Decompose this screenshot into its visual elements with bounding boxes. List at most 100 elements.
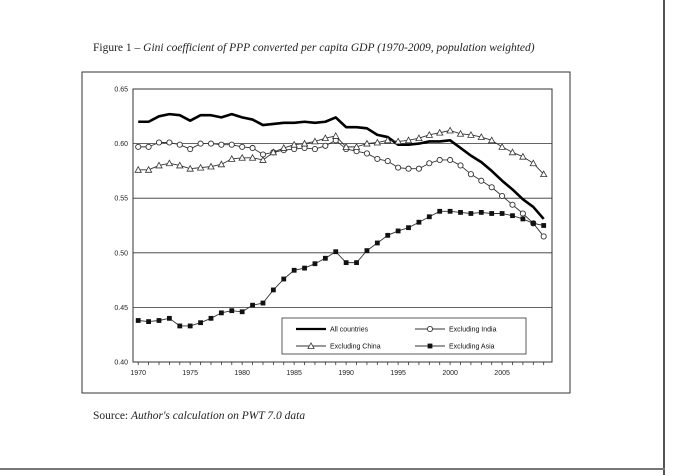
- data-point-excluding-china: [519, 152, 527, 160]
- data-point-excluding-china: [311, 137, 319, 145]
- series-line-excluding-asia: [138, 210, 544, 327]
- y-tick-label: 0.50: [114, 250, 128, 257]
- data-point-excluding-india: [467, 171, 474, 178]
- data-point-excluding-india: [499, 192, 506, 200]
- data-point-excluding-china: [415, 134, 423, 142]
- data-point-excluding-asia: [312, 261, 318, 267]
- data-point-excluding-china: [196, 163, 205, 171]
- data-point-excluding-asia: [177, 323, 183, 329]
- legend: All countries Excluding India Excluding Ch…: [281, 317, 527, 355]
- data-point-excluding-asia: [187, 323, 193, 329]
- data-point-excluding-china: [269, 148, 278, 156]
- data-point-excluding-asia: [499, 211, 505, 216]
- data-point-excluding-india: [239, 143, 246, 150]
- data-point-excluding-asia: [156, 318, 162, 323]
- data-point-excluding-asia: [208, 315, 214, 321]
- y-tick-label: 0.60: [114, 141, 128, 148]
- data-point-excluding-asia: [395, 228, 401, 234]
- data-point-excluding-china: [446, 126, 454, 134]
- x-tick-label: 1975: [182, 370, 198, 377]
- data-point-excluding-china: [217, 160, 226, 168]
- data-point-excluding-china: [456, 129, 465, 137]
- data-point-excluding-china: [425, 130, 434, 138]
- data-point-excluding-china: [508, 148, 517, 156]
- legend-box: [281, 317, 527, 355]
- data-point-excluding-india: [187, 146, 194, 153]
- data-point-excluding-asia: [489, 211, 495, 216]
- data-point-excluding-india: [197, 140, 204, 147]
- legend-label: Excluding India: [449, 327, 497, 334]
- data-point-excluding-china: [134, 165, 142, 173]
- caption-prefix: Figure 1 –: [93, 42, 144, 54]
- data-point-excluding-china: [144, 165, 153, 173]
- axis-labels: 0.40 0.45 0.50 0.55 0.60 0.65 1970 1975 1980 1985…: [114, 87, 545, 377]
- data-point-excluding-china: [227, 154, 236, 162]
- source-text: Author's calculation on PWT 7.0 data: [131, 410, 306, 422]
- data-point-excluding-india: [436, 156, 443, 164]
- data-point-excluding-asia: [135, 318, 141, 323]
- data-point-excluding-india: [311, 146, 318, 153]
- y-tick-label: 0.45: [114, 305, 128, 312]
- data-point-excluding-china: [404, 136, 413, 144]
- x-tick-label: 1995: [390, 370, 406, 377]
- x-tick-label: 2000: [442, 370, 458, 377]
- x-tick-label: 1985: [286, 370, 302, 377]
- data-point-excluding-china: [435, 128, 444, 136]
- data-point-excluding-asia: [218, 310, 224, 316]
- plot-area: [132, 88, 553, 363]
- data-point-excluding-asia: [468, 211, 474, 216]
- series-line-all-countries: [138, 112, 545, 220]
- data-point-excluding-china: [352, 142, 361, 150]
- data-point-excluding-asia: [510, 213, 515, 219]
- data-point-excluding-india: [457, 162, 464, 169]
- data-point-excluding-china: [186, 164, 194, 172]
- x-tick-label: 1990: [338, 370, 354, 377]
- data-point-excluding-asia: [291, 267, 297, 273]
- data-point-excluding-china: [165, 159, 174, 167]
- data-point-excluding-asia: [406, 225, 411, 231]
- data-point-excluding-asia: [239, 309, 245, 315]
- data-point-excluding-china: [300, 139, 309, 147]
- data-point-excluding-asia: [322, 255, 328, 261]
- x-tick-label: 2005: [494, 370, 510, 377]
- data-point-excluding-china: [279, 144, 288, 151]
- data-point-excluding-china: [290, 140, 298, 148]
- data-point-excluding-asia: [416, 219, 422, 225]
- legend-marker: [427, 343, 433, 349]
- data-point-excluding-india: [405, 165, 412, 172]
- series-lines: [134, 112, 548, 329]
- page-edge-right: [663, 0, 665, 475]
- data-point-excluding-china: [176, 161, 184, 169]
- legend-marker: [426, 325, 434, 333]
- y-tick-label: 0.40: [114, 360, 128, 367]
- series-line-excluding-india: [138, 139, 545, 237]
- data-point-excluding-india: [218, 141, 225, 148]
- data-point-excluding-india: [166, 139, 173, 146]
- data-point-excluding-china: [238, 153, 246, 161]
- data-point-excluding-asia: [447, 208, 453, 214]
- data-point-excluding-asia: [260, 300, 266, 306]
- data-point-excluding-asia: [270, 287, 276, 293]
- data-point-excluding-china: [207, 162, 215, 170]
- data-point-excluding-india: [374, 155, 381, 162]
- data-point-excluding-india: [415, 165, 422, 172]
- x-tick-label: 1980: [234, 370, 250, 377]
- data-point-excluding-india: [155, 139, 163, 146]
- data-point-excluding-asia: [343, 260, 349, 266]
- data-point-excluding-india: [363, 150, 370, 157]
- data-point-excluding-asia: [364, 248, 370, 254]
- data-point-excluding-asia: [478, 209, 484, 215]
- data-point-excluding-asia: [541, 223, 547, 228]
- data-point-excluding-india: [176, 141, 183, 148]
- legend-marker: [307, 342, 315, 349]
- data-point-excluding-china: [342, 142, 350, 150]
- caption-title: Gini coefficient of PPP converted per ca…: [143, 42, 535, 54]
- data-point-excluding-india: [478, 177, 485, 184]
- series-line-excluding-china: [138, 130, 545, 175]
- data-point-excluding-china: [529, 159, 538, 167]
- data-point-excluding-india: [249, 144, 256, 152]
- figure-source: Source: Author's calculation on PWT 7.0 …: [93, 410, 305, 422]
- data-point-excluding-china: [331, 132, 340, 139]
- data-point-excluding-china: [394, 137, 402, 145]
